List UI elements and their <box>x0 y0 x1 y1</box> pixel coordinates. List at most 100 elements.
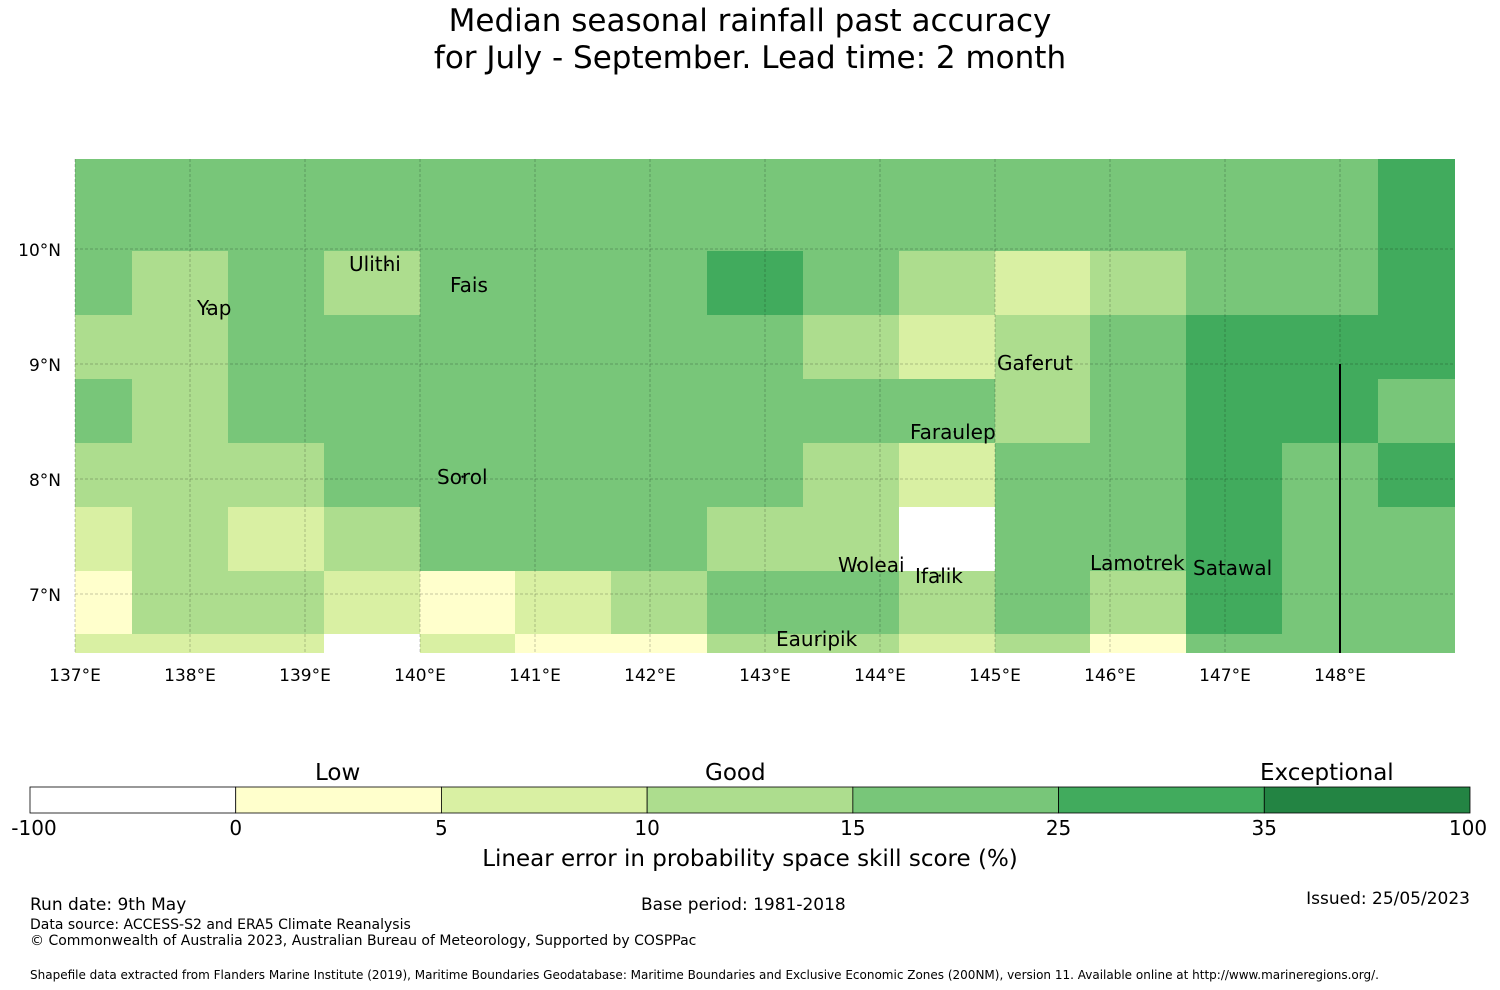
heatmap-cell <box>75 443 132 507</box>
heatmap-cell <box>1090 379 1186 443</box>
heatmap-cell <box>324 315 420 379</box>
heatmap-cell <box>1378 315 1455 379</box>
island-marker <box>1141 560 1144 563</box>
heatmap-cell <box>899 159 995 251</box>
heatmap-cell <box>1282 315 1378 379</box>
heatmap-cell <box>803 443 899 507</box>
heatmap-cell <box>995 443 1090 507</box>
heatmap-cell <box>1090 251 1186 315</box>
heatmap-cell <box>1090 159 1186 251</box>
longitude-tick-label: 142°E <box>624 666 676 686</box>
longitude-tick-label: 147°E <box>1199 666 1251 686</box>
longitude-tick-label: 138°E <box>164 666 216 686</box>
colorbar-tick-label: -100 <box>11 816 57 840</box>
heatmap-cell <box>1090 571 1186 634</box>
colorbar-tick-label: 100 <box>1448 816 1488 840</box>
place-label: Lamotrek <box>1090 551 1185 575</box>
heatmap-cell <box>899 379 995 443</box>
heatmap-cell <box>1186 251 1282 315</box>
heatmap-cell <box>803 379 899 443</box>
heatmap-cell <box>515 159 611 251</box>
place-label: Sorol <box>437 465 488 489</box>
heatmap-cell <box>420 571 515 634</box>
heatmap-cell <box>1186 507 1282 571</box>
heatmap-cell <box>515 251 611 315</box>
data-source: Data source: ACCESS-S2 and ERA5 Climate … <box>30 917 411 933</box>
heatmap-cell <box>1090 507 1186 571</box>
heatmap-cell <box>899 315 995 379</box>
island-marker <box>953 430 956 434</box>
heatmap-cell <box>803 507 899 571</box>
heatmap-cell <box>611 507 707 571</box>
category-low-label: Low <box>315 760 361 786</box>
heatmap-cell <box>1090 634 1186 653</box>
heatmap-cell <box>1186 571 1282 634</box>
heatmap-cell <box>611 379 707 443</box>
island-marker <box>856 564 860 567</box>
island-marker <box>1036 362 1039 366</box>
heatmap-cell <box>324 571 420 634</box>
longitude-tick-label: 148°E <box>1314 666 1366 686</box>
heatmap-cell <box>1090 443 1186 507</box>
colorbar-segment <box>1263 786 1471 814</box>
island-marker <box>815 638 818 642</box>
heatmap-cell <box>1282 379 1378 443</box>
heatmap-cell <box>803 634 899 653</box>
heatmap-cell <box>899 443 995 507</box>
heatmap-cell <box>132 443 228 507</box>
heatmap-cell <box>132 315 228 379</box>
colorbar <box>29 786 1471 814</box>
longitude-tick-label: 146°E <box>1084 666 1136 686</box>
heatmap-cell <box>611 634 707 653</box>
heatmap-cell <box>1282 571 1378 634</box>
heatmap-cell <box>1378 251 1455 315</box>
heatmap-cell <box>995 159 1090 251</box>
latitude-tick-label: 9°N <box>29 356 61 376</box>
heatmap-cell <box>75 507 132 571</box>
heatmap-cell <box>420 379 515 443</box>
longitude-tick-label: 145°E <box>969 666 1021 686</box>
heatmap-cell <box>420 443 515 507</box>
heatmap-cell <box>707 571 803 634</box>
island-marker <box>386 263 389 267</box>
map-title-line-2: for July - September. Lead time: 2 month <box>433 40 1067 76</box>
heatmap-cell <box>324 159 420 251</box>
heatmap-cell <box>1378 443 1455 507</box>
heatmap-cell <box>324 507 420 571</box>
heatmap-cell <box>995 571 1090 634</box>
heatmap-cell <box>1282 443 1378 507</box>
latitude-tick-label: 8°N <box>29 471 61 491</box>
heatmap-cell <box>228 571 324 634</box>
colorbar-tick-label: 0 <box>229 816 243 840</box>
heatmap-cell <box>803 571 899 634</box>
heatmap-cell <box>899 507 995 571</box>
colorbar-segment <box>1058 786 1265 814</box>
heatmap-cell <box>611 159 707 251</box>
heatmap-cell <box>611 251 707 315</box>
heatmap-cell <box>515 379 611 443</box>
shapefile-credit: Shapefile data extracted from Flanders M… <box>30 968 1379 982</box>
place-label: Ulithi <box>349 252 401 276</box>
heatmap-cell <box>228 159 324 251</box>
heatmap-cell <box>707 507 803 571</box>
colorbar-tick-label: 5 <box>435 816 448 840</box>
longitude-tick-label: 137°E <box>49 666 101 686</box>
heatmap-cell <box>1186 159 1282 251</box>
island-marker <box>1231 567 1235 570</box>
heatmap-cell <box>1186 443 1282 507</box>
heatmap-cell <box>324 634 420 653</box>
heatmap-cell <box>228 443 324 507</box>
base-period: Base period: 1981-2018 <box>641 895 846 915</box>
heatmap-cell <box>228 251 324 315</box>
heatmap-cell <box>707 634 803 653</box>
heatmap-cell <box>324 251 420 315</box>
place-label: Ifalik <box>915 564 963 588</box>
heatmap-cell <box>1378 379 1455 443</box>
longitude-tick-labels: 137°E 138°E 139°E 140°E 141°E 142°E 143°E 144°E… <box>49 666 1366 686</box>
heatmap-cell <box>515 443 611 507</box>
heatmap-cell <box>228 379 324 443</box>
heatmap-cell <box>1090 315 1186 379</box>
heatmap-cell <box>515 571 611 634</box>
colorbar-segment <box>646 786 854 814</box>
